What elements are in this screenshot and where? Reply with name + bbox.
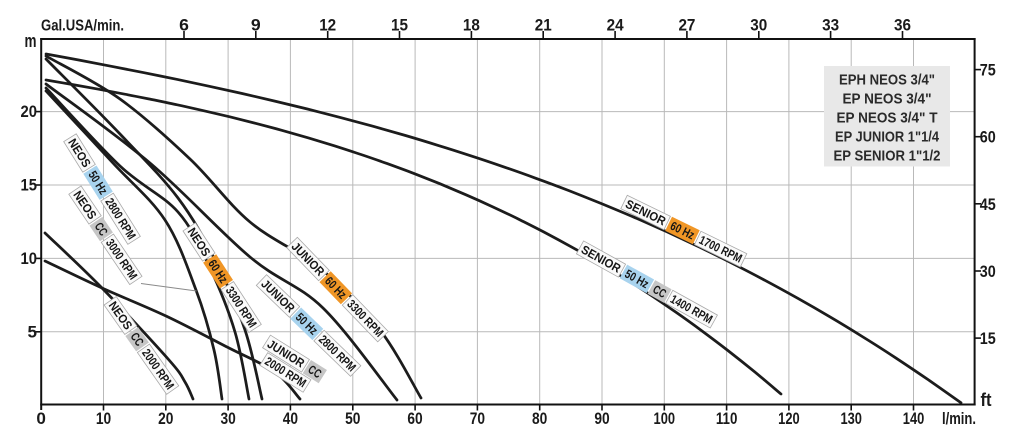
svg-text:27: 27	[678, 17, 695, 35]
svg-text:45: 45	[980, 196, 996, 214]
svg-text:75: 75	[980, 62, 996, 80]
svg-text:70: 70	[470, 410, 485, 428]
svg-text:24: 24	[607, 17, 625, 35]
svg-text:m: m	[25, 31, 37, 51]
svg-text:CC: CC	[650, 282, 668, 301]
svg-text:90: 90	[594, 410, 609, 428]
svg-text:0: 0	[36, 410, 46, 428]
svg-text:EPH NEOS 3/4": EPH NEOS 3/4"	[839, 72, 935, 89]
svg-text:15: 15	[21, 177, 38, 195]
svg-text:15: 15	[980, 330, 996, 348]
svg-text:ft: ft	[981, 390, 992, 410]
svg-text:EP NEOS 3/4": EP NEOS 3/4"	[843, 91, 932, 108]
svg-text:21: 21	[535, 17, 552, 35]
svg-text:EP JUNIOR 1"1/4: EP JUNIOR 1"1/4	[835, 129, 940, 146]
svg-text:12: 12	[319, 17, 336, 35]
svg-text:100: 100	[654, 410, 676, 428]
svg-text:l/min.: l/min.	[942, 410, 976, 428]
svg-text:6: 6	[179, 17, 189, 35]
svg-text:130: 130	[840, 410, 862, 428]
svg-text:10: 10	[96, 410, 111, 428]
svg-text:80: 80	[532, 410, 547, 428]
svg-text:20: 20	[21, 103, 38, 121]
svg-text:60: 60	[407, 410, 422, 428]
svg-text:Gal.USA/min.: Gal.USA/min.	[41, 18, 124, 35]
svg-text:20: 20	[158, 410, 173, 428]
svg-text:10: 10	[21, 250, 38, 268]
svg-text:30: 30	[750, 17, 767, 35]
svg-text:140: 140	[903, 410, 925, 428]
svg-text:60: 60	[980, 129, 996, 147]
svg-text:9: 9	[251, 17, 261, 35]
svg-text:33: 33	[822, 17, 839, 35]
svg-text:18: 18	[463, 17, 480, 35]
svg-text:EP SENIOR 1"1/2: EP SENIOR 1"1/2	[834, 148, 941, 165]
svg-text:5: 5	[28, 323, 38, 341]
svg-text:EP NEOS 3/4" T: EP NEOS 3/4" T	[837, 110, 938, 127]
svg-text:15: 15	[391, 17, 408, 35]
svg-text:30: 30	[980, 263, 996, 281]
svg-text:36: 36	[894, 17, 911, 35]
svg-text:120: 120	[778, 410, 800, 428]
svg-text:30: 30	[220, 410, 235, 428]
svg-text:40: 40	[283, 410, 298, 428]
svg-text:110: 110	[716, 410, 738, 428]
svg-text:50: 50	[345, 410, 360, 428]
